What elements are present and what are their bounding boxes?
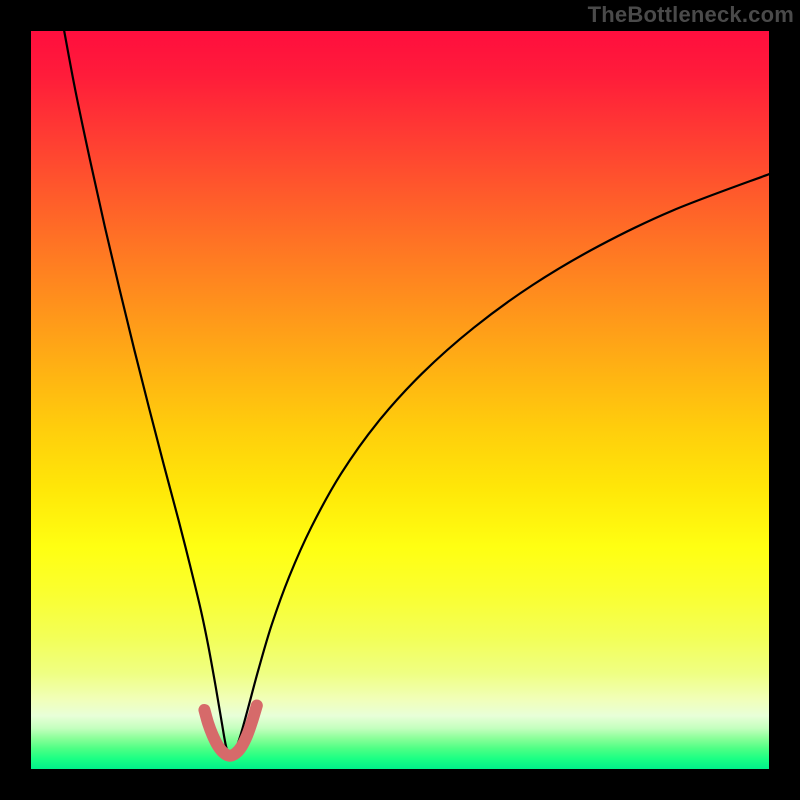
bottleneck-chart: [0, 0, 800, 800]
watermark-label: TheBottleneck.com: [588, 2, 794, 28]
chart-container: TheBottleneck.com: [0, 0, 800, 800]
